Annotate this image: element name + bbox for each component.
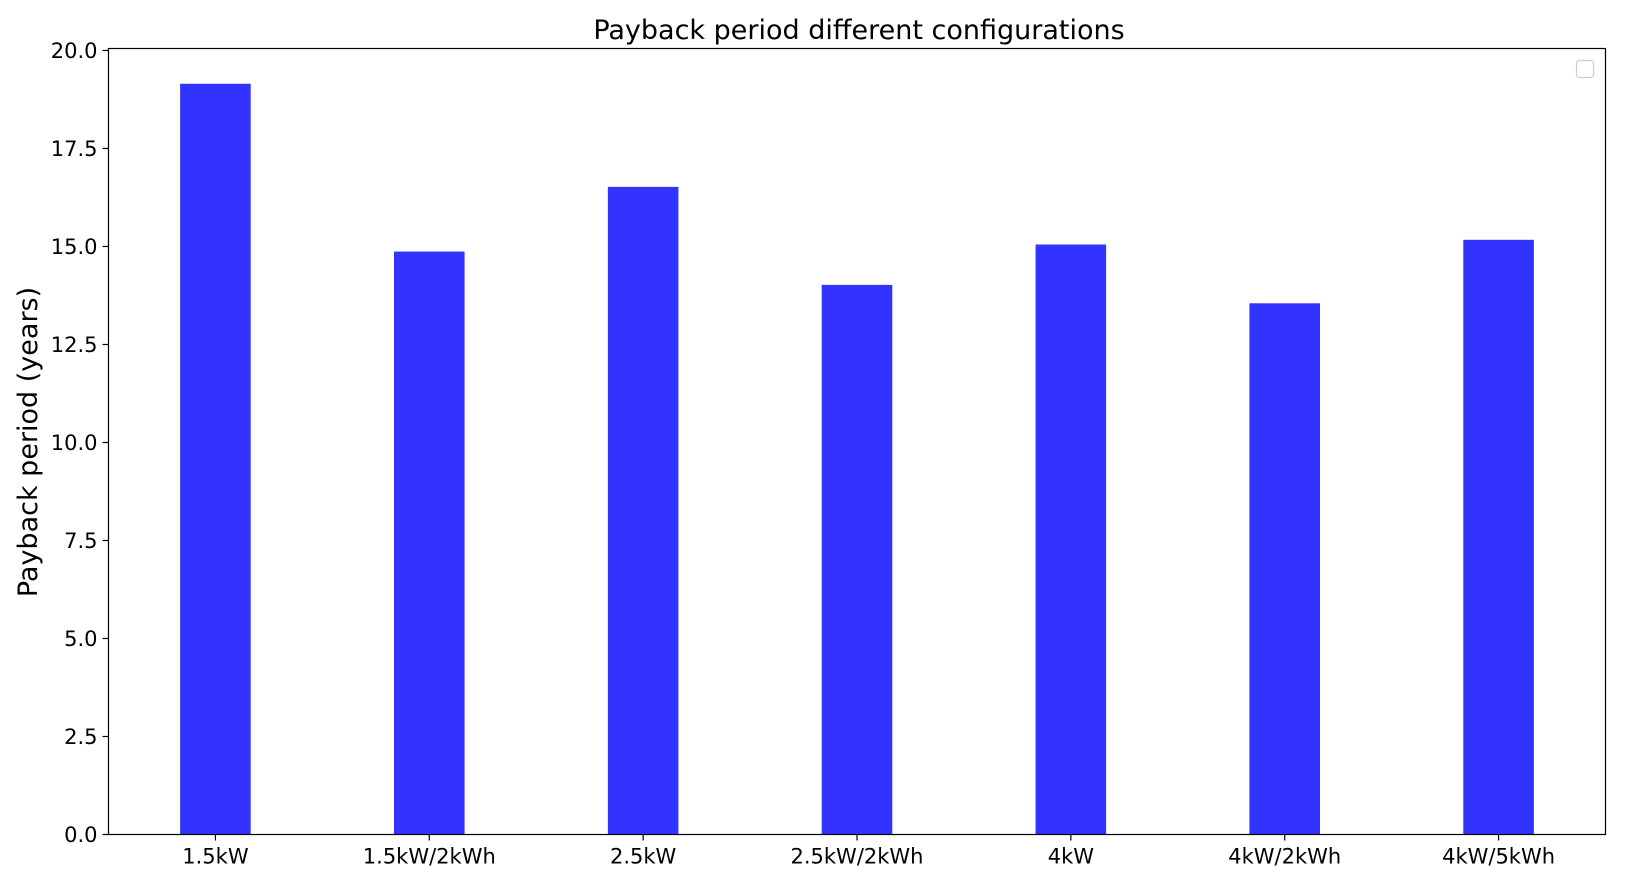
bar-4kw: [1035, 244, 1107, 835]
y-tick-label: 15.0: [51, 235, 98, 259]
bar-4kw-5kwh: [1463, 239, 1534, 835]
x-tick-label: 4kW: [1048, 845, 1095, 869]
y-tick-label: 7.5: [64, 529, 97, 553]
x-tick-label: 1.5kW: [182, 845, 249, 869]
x-tick-label: 1.5kW/2kWh: [363, 845, 496, 869]
plot-area-frame: [107, 47, 1607, 836]
x-tick-label: 2.5kW/2kWh: [791, 845, 924, 869]
y-axis-label: Payback period (years): [13, 287, 44, 597]
y-tick-label: 2.5: [64, 725, 97, 749]
bar-4kw-2kwh: [1249, 303, 1320, 835]
chart-title: Payback period different configurations: [593, 15, 1124, 46]
bars-group: [180, 83, 1534, 835]
x-tick-label: 4kW/2kWh: [1228, 845, 1341, 869]
y-tick-label: 17.5: [51, 137, 98, 161]
y-tick-label: 0.0: [64, 823, 97, 847]
y-tick-label: 5.0: [64, 627, 97, 651]
x-tick-label: 2.5kW: [610, 845, 677, 869]
x-axis-ticks: 1.5kW 1.5kW/2kWh 2.5kW 2.5kW/2kWh 4kW 4kW/2kW…: [182, 834, 1555, 869]
bar-2-5kw: [607, 186, 679, 835]
bar-1-5kw: [180, 83, 251, 835]
x-tick-label: 4kW/5kWh: [1442, 845, 1555, 869]
bar-2-5kw-2kwh: [821, 284, 893, 835]
y-tick-label: 12.5: [51, 333, 98, 357]
bar-1-5kw-2kwh: [394, 251, 465, 835]
y-axis-ticks: 0.0 2.5 5.0 7.5 10.0 12.5 15.0 17.5 20.0: [51, 39, 109, 847]
legend-box: [1575, 59, 1595, 79]
y-tick-label: 20.0: [51, 39, 98, 63]
y-tick-label: 10.0: [51, 431, 98, 455]
